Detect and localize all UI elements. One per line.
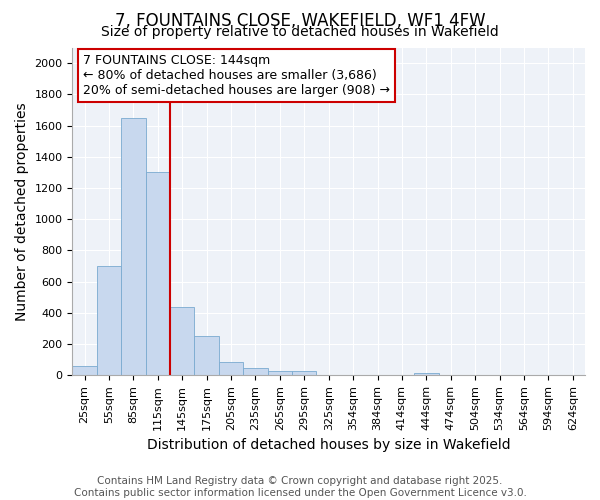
Text: Size of property relative to detached houses in Wakefield: Size of property relative to detached ho… [101,25,499,39]
Bar [219,362,243,376]
Bar [414,374,439,376]
Y-axis label: Number of detached properties: Number of detached properties [15,102,29,320]
Bar [97,266,121,376]
Bar [121,118,146,376]
Bar [170,306,194,376]
Bar [268,372,292,376]
Bar [292,372,316,376]
Bar [243,368,268,376]
Bar [146,172,170,376]
Text: 7 FOUNTAINS CLOSE: 144sqm
← 80% of detached houses are smaller (3,686)
20% of se: 7 FOUNTAINS CLOSE: 144sqm ← 80% of detac… [83,54,389,97]
X-axis label: Distribution of detached houses by size in Wakefield: Distribution of detached houses by size … [147,438,511,452]
Text: Contains HM Land Registry data © Crown copyright and database right 2025.
Contai: Contains HM Land Registry data © Crown c… [74,476,526,498]
Bar [194,336,219,376]
Text: 7, FOUNTAINS CLOSE, WAKEFIELD, WF1 4FW: 7, FOUNTAINS CLOSE, WAKEFIELD, WF1 4FW [115,12,485,30]
Bar [73,366,97,376]
